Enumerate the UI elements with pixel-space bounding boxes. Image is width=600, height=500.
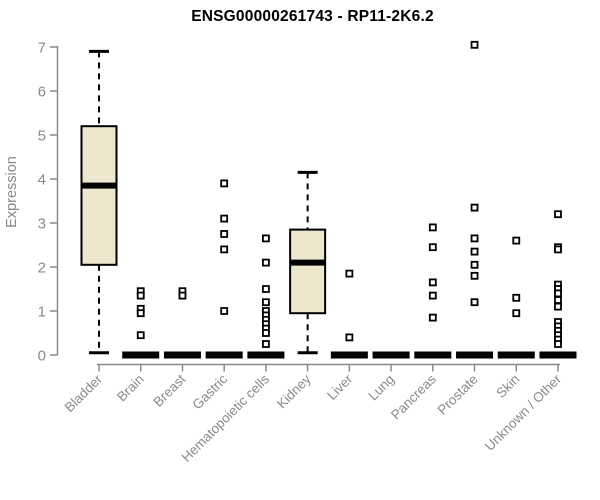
x-tick-label-pancreas: Pancreas <box>388 371 439 422</box>
outlier-point <box>262 298 270 307</box>
box-group-liver <box>330 269 368 359</box>
y-tick-label: 3 <box>38 216 46 233</box>
y-tick-label: 4 <box>38 172 46 189</box>
y-tick-label: 6 <box>38 84 46 101</box>
box-group-gastric <box>205 179 243 359</box>
median-line <box>290 259 326 266</box>
box-group-brain <box>122 287 160 359</box>
outlier-point <box>512 236 521 245</box>
x-tick-label-unknown-other: Unknown / Other <box>482 371 565 454</box>
outlier-point <box>428 291 437 300</box>
outlier-point <box>220 214 229 223</box>
outlier-point <box>470 234 479 243</box>
outlier-point <box>220 230 229 238</box>
outlier-point <box>428 313 437 322</box>
outlier-point <box>470 260 479 269</box>
x-tick-label-kidney: Kidney <box>274 371 314 411</box>
outlier-point <box>345 269 354 278</box>
box-group-kidney <box>289 170 327 355</box>
outlier-point <box>220 179 229 188</box>
x-tick-label-breast: Breast <box>150 371 188 409</box>
outlier-point <box>262 329 270 337</box>
x-tick-label-lung: Lung <box>365 372 397 404</box>
y-tick-label: 1 <box>38 304 46 321</box>
outlier-point <box>178 291 187 300</box>
outlier-point <box>554 302 562 311</box>
outlier-point <box>345 333 354 342</box>
x-tick-label-skin: Skin <box>493 372 522 401</box>
y-tick-label: 7 <box>38 40 46 57</box>
x-tick-label-prostate: Prostate <box>435 372 481 418</box>
outlier-point <box>428 278 437 287</box>
outlier-point <box>262 234 270 243</box>
outlier-point <box>428 243 437 252</box>
box-group-bladder <box>80 49 118 355</box>
outlier-point <box>262 258 270 267</box>
box-group-prostate <box>456 40 494 359</box>
outlier-point <box>512 293 521 302</box>
iqr-box <box>289 228 327 315</box>
collapsed-box-at-zero <box>205 351 243 359</box>
collapsed-box-at-zero <box>414 351 452 359</box>
outlier-point <box>220 245 229 254</box>
box-group-lung <box>372 351 410 359</box>
y-tick-label: 0 <box>38 348 46 365</box>
collapsed-box-at-zero <box>330 351 368 359</box>
box-group-unknown-other <box>539 210 577 359</box>
collapsed-box-at-zero <box>122 351 160 359</box>
outlier-point <box>470 40 479 49</box>
chart-title: ENSG00000261743 - RP11-2K6.2 <box>191 8 434 25</box>
collapsed-box-at-zero <box>456 351 494 359</box>
outlier-point <box>136 291 145 300</box>
x-tick-label-bladder: Bladder <box>62 371 106 415</box>
y-tick-label: 5 <box>38 128 46 145</box>
outlier-point <box>554 296 562 304</box>
outlier-point <box>470 271 479 280</box>
collapsed-box-at-zero <box>247 351 285 359</box>
x-tick-label-brain: Brain <box>114 372 147 405</box>
outlier-point <box>262 285 270 293</box>
box-group-pancreas <box>414 223 452 359</box>
outlier-point <box>554 340 562 348</box>
box-group-breast <box>163 287 201 359</box>
outlier-point <box>470 203 479 212</box>
outlier-point <box>136 331 145 340</box>
outlier-point <box>470 247 479 256</box>
outlier-point <box>512 309 521 318</box>
outlier-point <box>554 289 562 298</box>
median-line <box>81 182 117 189</box>
x-tick-label-gastric: Gastric <box>189 371 230 412</box>
iqr-box <box>80 125 118 266</box>
collapsed-box-at-zero <box>539 351 577 359</box>
outlier-point <box>136 309 145 318</box>
x-tick-label-liver: Liver <box>324 371 356 403</box>
outlier-point <box>220 307 229 315</box>
collapsed-box-at-zero <box>497 351 535 359</box>
box-group-skin <box>497 236 535 359</box>
outlier-point <box>554 210 562 219</box>
outlier-point <box>554 245 562 254</box>
y-tick-label: 2 <box>38 260 46 277</box>
outlier-point <box>428 223 437 232</box>
collapsed-box-at-zero <box>163 351 201 359</box>
box-group-hematopoietic-cells <box>247 234 285 359</box>
outlier-point <box>262 340 270 348</box>
outlier-point <box>470 298 479 307</box>
collapsed-box-at-zero <box>372 351 410 359</box>
